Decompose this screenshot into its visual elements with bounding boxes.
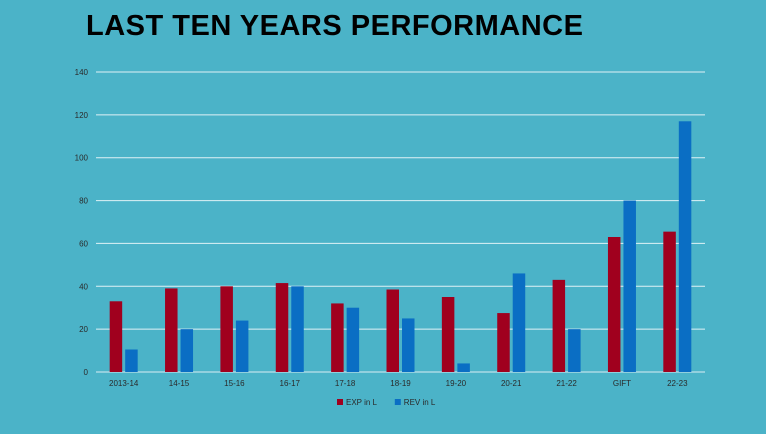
legend-swatch-rev	[394, 399, 401, 405]
chart-title: LAST TEN YEARS PERFORMANCE	[86, 10, 584, 42]
bar-exp	[275, 283, 289, 372]
y-tick-label: 140	[75, 68, 89, 77]
bar-exp	[220, 286, 233, 372]
legend-label-rev: REV in L	[404, 398, 436, 407]
bar-rev	[125, 349, 138, 372]
bar-rev	[291, 286, 304, 372]
x-tick-label: 2013-14	[109, 379, 139, 388]
bar-rev	[568, 329, 581, 372]
legend-label-exp: EXP in L	[346, 398, 378, 407]
y-tick-label: 60	[79, 239, 88, 248]
y-tick-label: 40	[79, 282, 88, 291]
bar-rev	[678, 121, 692, 373]
x-tick-label: 17-18	[335, 379, 356, 388]
x-tick-label: 16-17	[280, 379, 301, 388]
y-tick-label: 20	[79, 325, 88, 334]
bar-exp	[386, 289, 399, 372]
bar-exp	[331, 303, 344, 372]
x-tick-label: 19-20	[446, 379, 467, 388]
y-tick-label: 100	[75, 154, 89, 163]
bar-rev	[235, 320, 249, 372]
x-tick-label: 14-15	[169, 379, 190, 388]
bar-exp	[552, 279, 566, 372]
x-tick-label: 15-16	[224, 379, 245, 388]
legend-swatch-exp	[337, 399, 343, 405]
bar-rev	[457, 363, 470, 372]
x-tick-label: 21-22	[556, 379, 577, 388]
x-tick-label: 20-21	[501, 379, 522, 388]
bar-rev	[623, 200, 636, 372]
x-tick-label: GIFT	[613, 379, 631, 388]
bar-exp	[663, 231, 676, 372]
y-tick-label: 120	[75, 111, 89, 120]
bar-exp	[497, 313, 510, 372]
y-tick-label: 0	[84, 368, 89, 377]
bar-exp	[441, 297, 455, 372]
bar-exp	[165, 288, 178, 372]
bar-exp	[109, 301, 123, 372]
bar-rev	[512, 273, 526, 372]
bar-rev	[180, 329, 194, 372]
x-tick-label: 22-23	[667, 379, 688, 388]
bar-rev	[402, 318, 415, 372]
x-tick-label: 18-19	[390, 379, 411, 388]
bar-exp	[607, 237, 621, 372]
bar-rev	[346, 307, 360, 372]
y-tick-label: 80	[79, 197, 88, 206]
